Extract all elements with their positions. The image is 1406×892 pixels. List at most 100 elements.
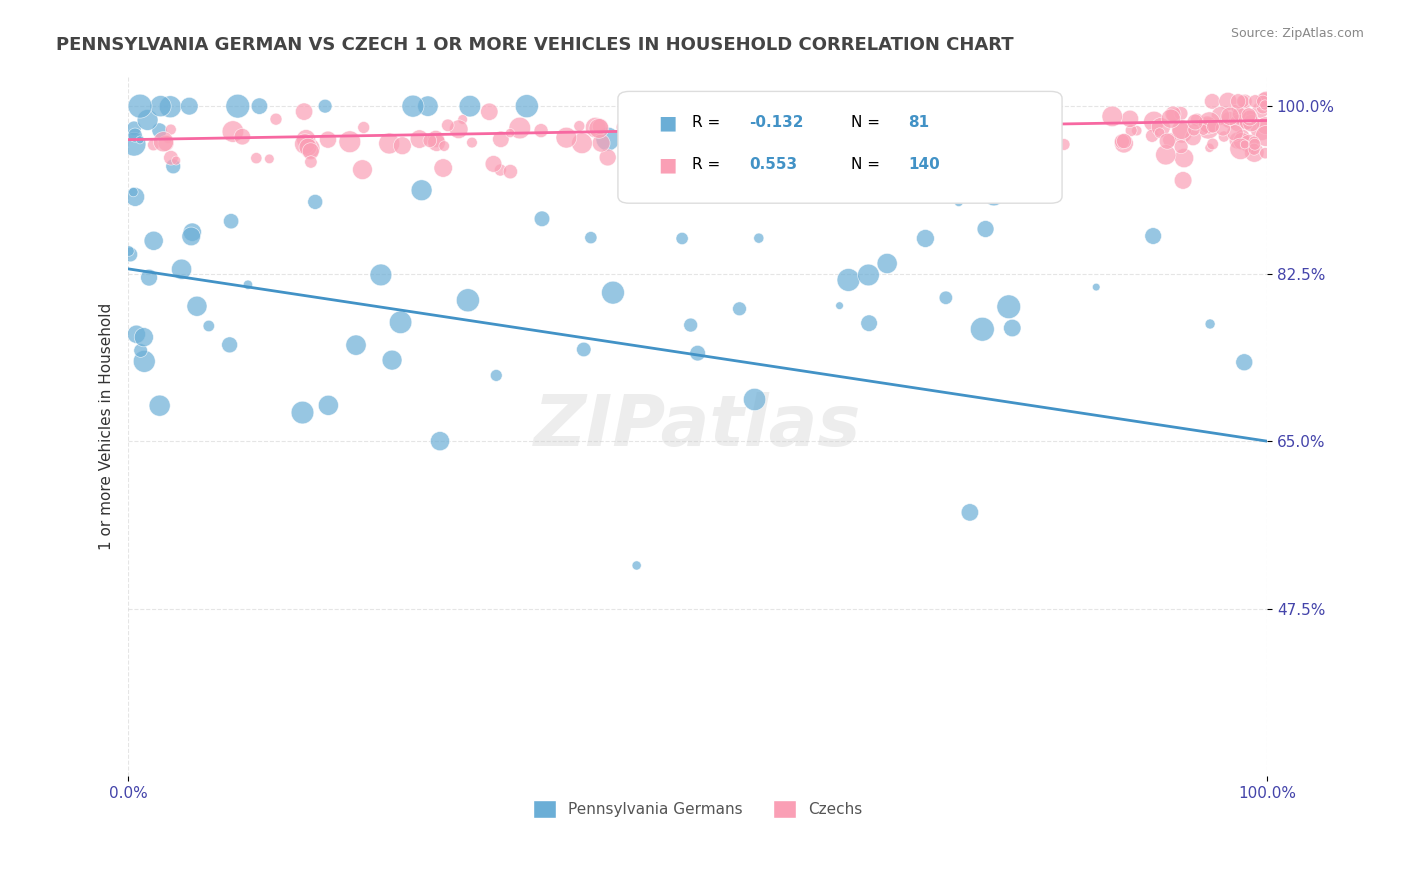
Point <box>1239 109 1261 123</box>
Point <box>180 229 202 244</box>
Point <box>1182 130 1205 145</box>
Point <box>142 234 165 248</box>
Point <box>222 124 245 138</box>
Point <box>1251 95 1274 109</box>
Text: ZIPatlas: ZIPatlas <box>534 392 862 461</box>
Point <box>686 346 709 360</box>
Point <box>1101 109 1123 123</box>
Point <box>1085 280 1108 294</box>
Point <box>149 399 172 413</box>
Point <box>1233 355 1256 369</box>
Point <box>198 318 221 333</box>
Point <box>1227 116 1250 130</box>
Point <box>728 301 751 316</box>
Point <box>596 150 619 164</box>
Point <box>411 183 433 197</box>
Point <box>292 104 315 119</box>
Point <box>1253 95 1275 109</box>
Point <box>1212 121 1234 136</box>
Point <box>352 162 374 177</box>
Point <box>1121 123 1143 137</box>
Point <box>1256 95 1278 109</box>
Point <box>1192 123 1215 137</box>
Point <box>1170 106 1192 120</box>
Point <box>433 139 456 153</box>
Point <box>129 133 152 147</box>
Point <box>959 505 981 519</box>
Point <box>630 165 652 179</box>
Text: 81: 81 <box>908 115 929 130</box>
Point <box>160 151 183 165</box>
Point <box>1218 112 1240 127</box>
Point <box>1253 100 1275 114</box>
Point <box>134 354 156 368</box>
Point <box>120 247 142 261</box>
Point <box>1237 108 1260 122</box>
Point <box>568 119 591 133</box>
Point <box>1170 122 1192 136</box>
Point <box>447 122 470 136</box>
Point <box>1216 95 1239 109</box>
Point <box>1244 95 1267 109</box>
Point <box>1239 136 1261 151</box>
Point <box>1233 137 1256 152</box>
Text: 140: 140 <box>908 157 941 172</box>
Point <box>236 277 259 292</box>
Point <box>671 231 693 245</box>
Point <box>1239 111 1261 125</box>
Point <box>316 133 339 147</box>
Text: Source: ZipAtlas.com: Source: ZipAtlas.com <box>1230 27 1364 40</box>
Point <box>432 161 454 175</box>
Point <box>1232 108 1254 122</box>
Point <box>118 244 141 258</box>
Point <box>353 120 375 135</box>
Point <box>299 155 322 169</box>
Point <box>1229 142 1251 156</box>
Point <box>1053 137 1076 152</box>
Point <box>1150 120 1173 134</box>
Point <box>585 120 607 135</box>
Point <box>1201 95 1223 109</box>
Point <box>1254 119 1277 133</box>
Text: N =: N = <box>852 157 886 172</box>
Point <box>489 163 512 178</box>
Point <box>997 300 1019 314</box>
Point <box>748 231 770 245</box>
Point <box>1173 151 1195 165</box>
Point <box>1237 118 1260 132</box>
Point <box>318 398 340 412</box>
Point <box>1254 98 1277 112</box>
Point <box>419 134 441 148</box>
Point <box>1212 129 1234 144</box>
Point <box>125 327 148 342</box>
Point <box>339 135 361 149</box>
Point <box>458 99 481 113</box>
Point <box>713 146 735 161</box>
Point <box>858 316 880 330</box>
Point <box>142 137 165 152</box>
Point <box>1201 136 1223 151</box>
Point <box>516 99 538 113</box>
Point <box>1197 121 1219 136</box>
Point <box>579 230 602 244</box>
Point <box>170 262 193 277</box>
Point <box>425 132 447 146</box>
Point <box>1209 109 1232 123</box>
Point <box>485 368 508 383</box>
Point <box>186 299 208 313</box>
Point <box>588 121 610 136</box>
Point <box>1240 116 1263 130</box>
Point <box>1140 128 1163 143</box>
Point <box>571 136 593 151</box>
Point <box>162 160 184 174</box>
Point <box>245 151 267 165</box>
Point <box>249 99 271 113</box>
Point <box>426 136 449 150</box>
Point <box>837 273 859 287</box>
Point <box>1250 122 1272 136</box>
Point <box>461 136 484 150</box>
Point <box>451 112 474 127</box>
Point <box>314 99 336 113</box>
Point <box>1232 129 1254 144</box>
Point <box>1236 116 1258 130</box>
